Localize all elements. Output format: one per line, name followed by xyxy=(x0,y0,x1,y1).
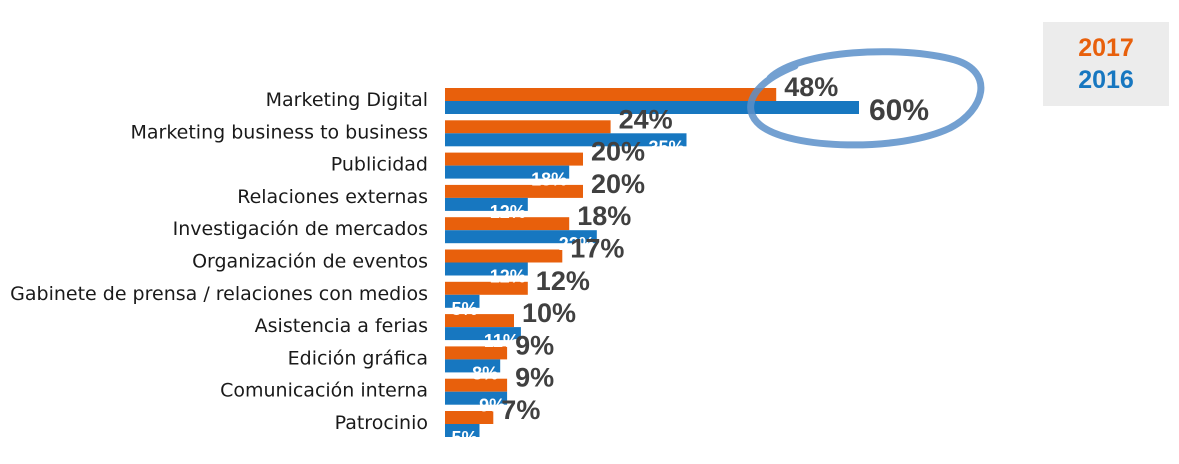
bar-2016-gabinete-de-prensa-relaciones-con-medios xyxy=(445,294,480,308)
category-label-organizacion-de-eventos: Organización de eventos xyxy=(192,251,428,273)
value-label-2016-patrocinio: 5% xyxy=(451,428,477,448)
value-label-2017-marketing-business-to-business: 24% xyxy=(619,104,673,134)
bar-2017-patrocinio xyxy=(445,411,494,424)
bar-2016-patrocinio xyxy=(445,424,480,437)
category-label-marketing-business-to-business: Marketing business to business xyxy=(130,121,428,143)
category-label-investigacion-de-mercados: Investigación de mercados xyxy=(173,218,428,240)
value-label-2016-relaciones-externas: 12% xyxy=(490,202,526,222)
bar-2016-marketing-digital xyxy=(445,101,859,114)
value-label-2017-comunicacion-interna: 9% xyxy=(515,363,554,393)
value-label-2016-asistencia-a-ferias: 11% xyxy=(484,331,519,351)
value-label-2016-publicidad: 18% xyxy=(531,170,567,190)
bar-2016-marketing-business-to-business xyxy=(445,133,687,147)
value-label-2016-organizacion-de-eventos: 12% xyxy=(490,267,526,287)
value-label-2016-marketing-business-to-business: 35% xyxy=(648,137,684,157)
legend-2017: 2017 xyxy=(1078,34,1134,62)
value-label-2016-gabinete-de-prensa-relaciones-con-medios: 5% xyxy=(451,299,477,319)
category-label-patrocinio: Patrocinio xyxy=(335,412,428,434)
category-label-relaciones-externas: Relaciones externas xyxy=(237,186,428,208)
value-label-2017-gabinete-de-prensa-relaciones-con-medios: 12% xyxy=(536,266,590,296)
value-label-2016-comunicacion-interna: 9% xyxy=(479,396,505,416)
bar-2017-investigacion-de-mercados xyxy=(445,217,570,231)
bar-2016-relaciones-externas xyxy=(445,197,528,211)
value-label-2016-marketing-digital: 60% xyxy=(869,94,929,127)
category-label-marketing-digital: Marketing Digital xyxy=(266,89,428,111)
bar-2017-organizacion-de-eventos xyxy=(445,249,563,263)
bar-2017-marketing-business-to-business xyxy=(445,120,611,134)
category-label-comunicacion-interna: Comunicación interna xyxy=(220,380,428,402)
bar-2017-asistencia-a-ferias xyxy=(445,314,514,328)
value-label-2017-relaciones-externas: 20% xyxy=(591,169,645,199)
bar-2016-investigacion-de-mercados xyxy=(445,230,597,244)
bar-2016-edicion-grafica xyxy=(445,359,501,373)
value-label-2017-patrocinio: 7% xyxy=(501,395,540,425)
value-label-2017-edicion-grafica: 9% xyxy=(515,330,554,360)
highlight-ellipse xyxy=(747,48,985,149)
value-label-2017-organizacion-de-eventos: 17% xyxy=(570,234,624,264)
value-label-2016-investigacion-de-mercados: 22% xyxy=(559,234,595,254)
bar-2016-publicidad xyxy=(445,165,570,179)
category-label-publicidad: Publicidad xyxy=(331,154,428,176)
value-label-2017-publicidad: 20% xyxy=(591,137,645,167)
legend-2016: 2016 xyxy=(1078,66,1134,94)
bar-2016-comunicacion-interna xyxy=(445,391,508,405)
value-label-2017-asistencia-a-ferias: 10% xyxy=(522,298,576,328)
value-label-2017-investigacion-de-mercados: 18% xyxy=(577,201,631,231)
category-label-edicion-grafica: Edición gráfica xyxy=(288,347,428,369)
bar-2017-edicion-grafica xyxy=(445,346,508,360)
legend-box: 2017 2016 xyxy=(1043,22,1169,106)
category-label-gabinete-de-prensa-relaciones-con-medios: Gabinete de prensa / relaciones con medi… xyxy=(10,283,428,305)
bar-2017-marketing-digital xyxy=(445,88,777,101)
bar-2016-asistencia-a-ferias xyxy=(445,327,521,341)
labels-layer: Marketing Digital 48% 60% Marketing busines… xyxy=(10,72,929,448)
bars-layer xyxy=(445,88,859,437)
category-label-asistencia-a-ferias: Asistencia a ferias xyxy=(255,315,428,337)
value-label-2017-marketing-digital: 48% xyxy=(784,72,838,102)
bar-2017-gabinete-de-prensa-relaciones-con-medios xyxy=(445,281,528,295)
bar-2017-publicidad xyxy=(445,152,583,166)
value-label-2016-edicion-grafica: 8% xyxy=(472,363,498,383)
bar-2017-comunicacion-interna xyxy=(445,378,508,392)
bar-2017-relaciones-externas xyxy=(445,184,583,198)
bar-2016-organizacion-de-eventos xyxy=(445,262,528,276)
